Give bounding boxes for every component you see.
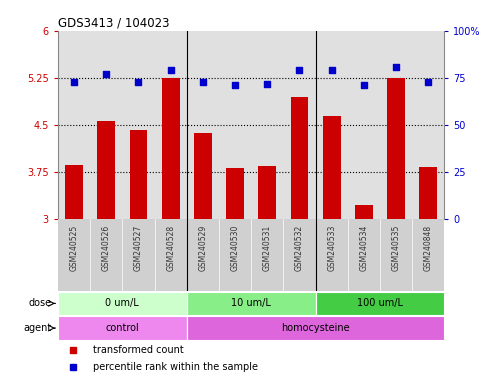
Text: homocysteine: homocysteine — [281, 323, 350, 333]
Bar — [187, 291, 315, 315]
Bar — [355, 205, 373, 219]
Point — [328, 67, 336, 73]
Point — [231, 82, 239, 88]
Text: 100 um/L: 100 um/L — [357, 298, 403, 308]
Bar — [58, 291, 187, 315]
Text: GSM240529: GSM240529 — [199, 225, 207, 271]
Text: dose: dose — [28, 298, 52, 308]
Text: GSM240526: GSM240526 — [102, 225, 111, 271]
Bar — [323, 116, 341, 219]
Point — [263, 80, 271, 86]
Text: GSM240525: GSM240525 — [70, 225, 79, 271]
Bar — [258, 166, 276, 219]
Text: percentile rank within the sample: percentile rank within the sample — [93, 362, 258, 372]
Text: GSM240848: GSM240848 — [424, 225, 433, 271]
Text: agent: agent — [23, 323, 52, 333]
Bar — [419, 167, 437, 219]
Point — [392, 63, 400, 70]
Text: 0 um/L: 0 um/L — [105, 298, 139, 308]
Bar — [187, 316, 444, 340]
Text: GSM240528: GSM240528 — [166, 225, 175, 271]
Text: GSM240531: GSM240531 — [263, 225, 272, 271]
Point — [199, 79, 207, 85]
Bar — [226, 168, 244, 219]
Text: GSM240535: GSM240535 — [392, 225, 400, 271]
Text: control: control — [105, 323, 139, 333]
Point — [102, 71, 110, 77]
Point — [425, 79, 432, 85]
Point — [70, 79, 78, 85]
Text: GSM240530: GSM240530 — [230, 225, 240, 271]
Text: GSM240534: GSM240534 — [359, 225, 369, 271]
Bar — [98, 121, 115, 219]
Text: GDS3413 / 104023: GDS3413 / 104023 — [58, 17, 170, 30]
Bar — [162, 78, 180, 219]
Point — [360, 82, 368, 88]
Text: transformed count: transformed count — [93, 346, 184, 356]
Point — [296, 67, 303, 73]
Point — [167, 67, 174, 73]
Text: GSM240533: GSM240533 — [327, 225, 336, 271]
Text: GSM240527: GSM240527 — [134, 225, 143, 271]
Bar — [291, 97, 308, 219]
Bar — [129, 130, 147, 219]
Bar — [387, 78, 405, 219]
Text: 10 um/L: 10 um/L — [231, 298, 271, 308]
Bar — [194, 132, 212, 219]
Text: GSM240532: GSM240532 — [295, 225, 304, 271]
Point — [135, 79, 142, 85]
Bar — [65, 165, 83, 219]
Bar — [58, 316, 187, 340]
Bar — [315, 291, 444, 315]
